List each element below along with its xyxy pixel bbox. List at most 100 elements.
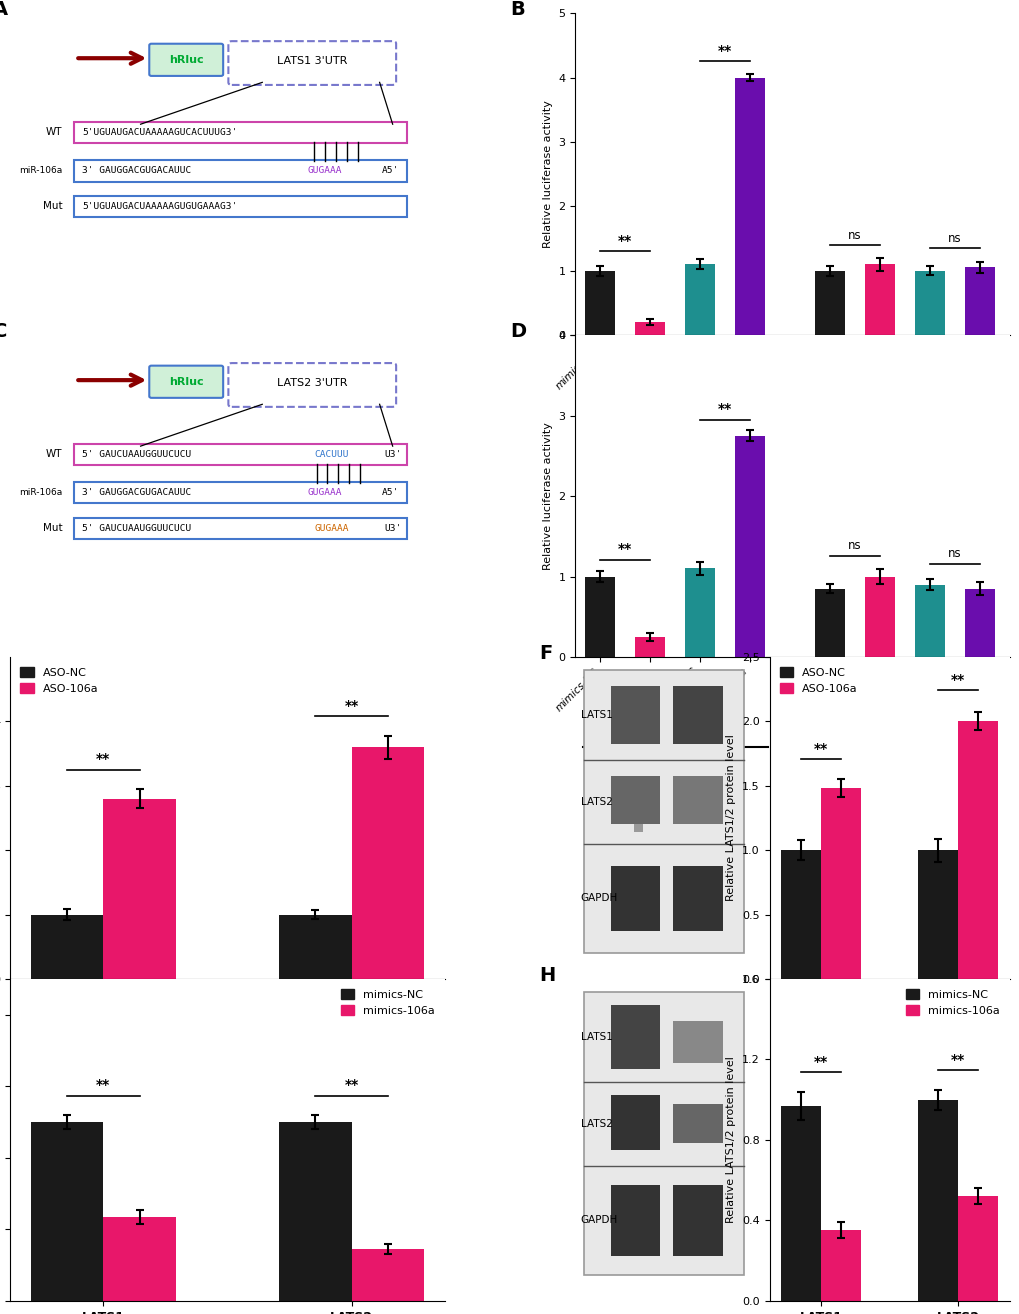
Text: ns: ns [947,233,961,244]
FancyBboxPatch shape [673,686,721,744]
Bar [735,436,764,657]
Bar [781,1105,820,1301]
Text: GUGAAA: GUGAAA [308,167,342,175]
FancyBboxPatch shape [633,824,642,833]
Text: WT: WT [46,449,62,459]
Text: LATS1 3'UTR: LATS1 3'UTR [277,57,347,67]
Legend: mimics-NC, mimics-106a: mimics-NC, mimics-106a [901,984,1004,1021]
Text: D: D [510,322,526,342]
Bar [352,1250,424,1301]
FancyBboxPatch shape [673,1021,721,1063]
FancyBboxPatch shape [74,482,407,503]
Text: LATS1 3'UTR WT: LATS1 3'UTR WT [629,457,720,468]
Text: LATS2 3'UTR: LATS2 3'UTR [277,378,347,389]
FancyBboxPatch shape [673,1185,721,1256]
Text: **: ** [951,673,965,687]
Text: U3': U3' [383,449,400,459]
Bar [820,1230,860,1301]
Text: A5': A5' [381,489,398,497]
Bar [685,264,714,335]
Text: **: ** [96,753,110,766]
Bar [814,589,844,657]
FancyBboxPatch shape [149,43,223,76]
FancyBboxPatch shape [673,866,721,930]
FancyBboxPatch shape [74,518,407,539]
Bar [964,589,994,657]
Text: **: ** [717,45,732,58]
Text: **: ** [813,741,827,756]
Text: F: F [539,644,552,664]
Text: **: ** [344,1079,359,1092]
Text: miR-106a: miR-106a [19,167,62,175]
FancyBboxPatch shape [673,1105,721,1143]
Text: hRluc: hRluc [169,377,204,386]
Text: ns: ns [847,229,861,242]
FancyBboxPatch shape [74,444,407,465]
Bar [864,264,894,335]
Bar [352,748,424,979]
FancyBboxPatch shape [74,160,407,181]
FancyBboxPatch shape [149,365,223,398]
Text: **: ** [618,543,632,556]
Text: LATS1 3'UTR Mut: LATS1 3'UTR Mut [857,457,952,468]
Bar [917,850,958,979]
Bar [958,1196,998,1301]
Text: LATS2: LATS2 [580,796,611,807]
Text: ns: ns [847,539,861,552]
Bar [103,799,175,979]
Bar [685,569,714,657]
Text: 5'UGUAUGACUAAAAAGUGUGAAAG3': 5'UGUAUGACUAAAAAGUGUGAAAG3' [82,202,237,210]
Y-axis label: Relative luciferase activity: Relative luciferase activity [542,100,552,248]
Bar [958,721,998,979]
FancyBboxPatch shape [584,670,743,953]
Bar [964,268,994,335]
FancyBboxPatch shape [610,686,659,744]
Text: 5'UGUAUGACUAAAAAGUCACUUUG3': 5'UGUAUGACUAAAAAGUCACUUUG3' [82,127,237,137]
Bar [914,585,944,657]
Bar [31,915,103,979]
Text: CACUUU: CACUUU [314,449,348,459]
Bar [103,1217,175,1301]
Text: miR-106a: miR-106a [19,489,62,497]
Text: A5': A5' [381,167,398,175]
Y-axis label: Relative LATS1/2 protein level: Relative LATS1/2 protein level [726,1056,736,1223]
Bar [814,271,844,335]
Text: **: ** [813,1055,827,1070]
Bar [914,271,944,335]
Text: LATS2: LATS2 [580,1118,611,1129]
Bar [735,78,764,335]
Y-axis label: Relative luciferase activity: Relative luciferase activity [542,422,552,570]
Bar [820,788,860,979]
Text: WT: WT [46,127,62,137]
Text: LATS1: LATS1 [580,710,611,720]
Bar [31,1122,103,1301]
Text: ns: ns [947,548,961,561]
FancyBboxPatch shape [610,1005,659,1070]
Text: **: ** [717,402,732,415]
Text: LATS2 3'UTR WT: LATS2 3'UTR WT [629,779,720,790]
Text: GUGAAA: GUGAAA [314,524,348,532]
Bar [635,322,664,335]
Text: **: ** [618,234,632,248]
Legend: mimics-NC, mimics-106a: mimics-NC, mimics-106a [336,984,439,1021]
Bar [585,271,614,335]
Text: H: H [539,966,555,986]
Text: A: A [0,0,8,20]
Bar [279,915,352,979]
Text: **: ** [344,699,359,714]
Bar [279,1122,352,1301]
Bar [781,850,820,979]
Text: Mut: Mut [43,523,62,533]
Text: **: ** [951,1053,965,1067]
Legend: ASO-NC, ASO-106a: ASO-NC, ASO-106a [774,662,861,699]
Text: **: ** [96,1079,110,1092]
Text: C: C [0,322,7,342]
Bar [635,637,664,657]
Text: LATS2 3'UTR Mut: LATS2 3'UTR Mut [857,779,952,790]
Text: GAPDH: GAPDH [580,894,618,904]
FancyBboxPatch shape [74,196,407,217]
FancyBboxPatch shape [673,777,721,824]
FancyBboxPatch shape [610,1185,659,1256]
Y-axis label: Relative LATS1/2 protein level: Relative LATS1/2 protein level [726,735,736,901]
Bar [917,1100,958,1301]
